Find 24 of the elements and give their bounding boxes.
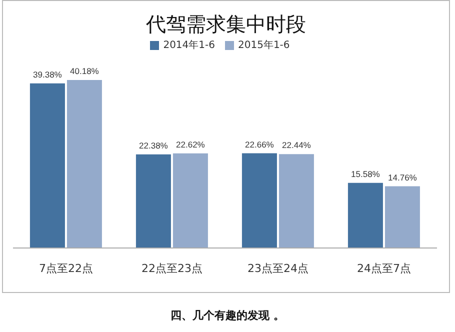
text: 四、几个有趣的发现 。 [170,308,286,323]
bar [30,83,65,248]
data-label: 22.66% [245,139,274,150]
data-label: 40.18% [70,66,100,76]
x-tick-label: 22点至23点 [142,262,202,275]
bar [384,186,420,248]
chart-title: 代驾需求集中时段 [145,11,307,38]
bar [172,153,208,248]
data-label: 22.38% [139,140,168,150]
bar [136,154,171,248]
bar [348,182,383,248]
legend-label: 2014年1-6 [163,40,215,51]
data-label: 22.44% [282,140,312,150]
x-tick-label: 24点至7点 [357,262,411,275]
bar [66,80,102,248]
legend-label: 2015年1-6 [238,40,290,51]
data-label: 14.76% [388,172,418,182]
bar [242,153,277,248]
data-label: 39.38% [33,69,62,80]
bar [278,154,314,248]
data-label: 22.62% [176,139,206,150]
x-tick-label: 23点至24点 [248,262,308,275]
data-label: 15.58% [351,168,380,179]
x-tick-label: 7点至22点 [39,262,93,275]
